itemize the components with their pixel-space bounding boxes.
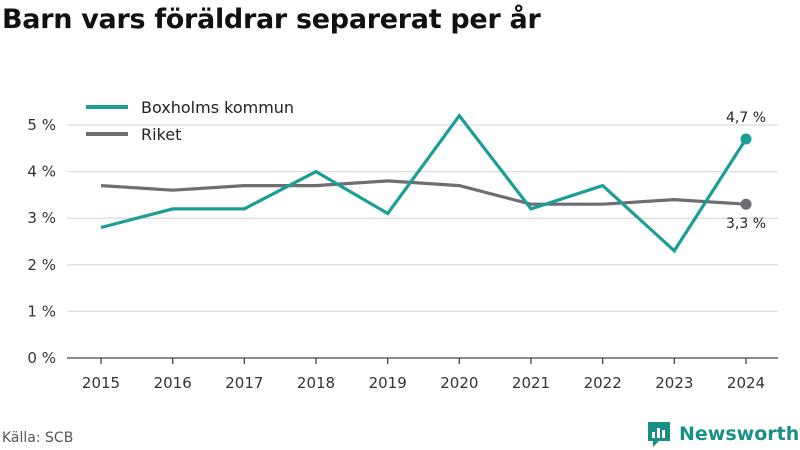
legend: Boxholms kommun Riket (86, 98, 294, 144)
x-tick-label: 2018 (297, 374, 335, 392)
y-tick-label: 0 % (27, 349, 56, 367)
newsworthy-logo-icon (648, 422, 670, 447)
x-tick-label: 2019 (369, 374, 407, 392)
brand-name: Newsworthy (679, 423, 800, 445)
grid-lines (67, 124, 778, 313)
x-tick-label: 2015 (82, 374, 120, 392)
y-tick-label: 3 % (27, 209, 56, 227)
x-tick-label: 2016 (154, 374, 192, 392)
y-axis-tick-labels: 0 % 1 % 2 % 3 % 4 % 5 % (27, 116, 56, 367)
end-point-marker (740, 198, 752, 210)
x-tick-label: 2024 (727, 374, 765, 392)
x-tick-label: 2020 (440, 374, 478, 392)
line-chart: 0 %1 %2 %3 %4 %5 % 2015 2016 2017 2018 2019 2… (27, 98, 778, 392)
end-value-label: 4,7 % (726, 110, 766, 126)
x-axis-tick-labels: 2015 2016 2017 2018 2019 2020 2021 2022 2023 2024 (82, 374, 765, 392)
y-tick-label: 1 % (27, 302, 56, 320)
chart-title: Barn vars föräldrar separerat per år (2, 4, 541, 35)
x-tick-label: 2023 (655, 374, 693, 392)
x-tick-label: 2022 (584, 374, 622, 392)
legend-label: Boxholms kommun (141, 98, 294, 117)
x-tick-label: 2021 (512, 374, 550, 392)
series-line-boxholms-kommun (100, 113, 748, 254)
end-value-label: 3,3 % (726, 216, 766, 232)
y-tick-label: 2 % (27, 256, 56, 274)
legend-label: Riket (141, 125, 181, 144)
series-lines: 4,7 % 3,3 % (100, 110, 766, 254)
x-tick-label: 2017 (225, 374, 263, 392)
brand-logo: Newsworthy (646, 420, 800, 448)
x-axis (67, 357, 778, 364)
series-line-riket (100, 179, 747, 206)
source-note: Källa: SCB (2, 430, 74, 446)
y-tick-label: 5 % (27, 116, 56, 134)
y-tick-label: 4 % (27, 163, 56, 181)
end-point-marker (740, 133, 752, 145)
